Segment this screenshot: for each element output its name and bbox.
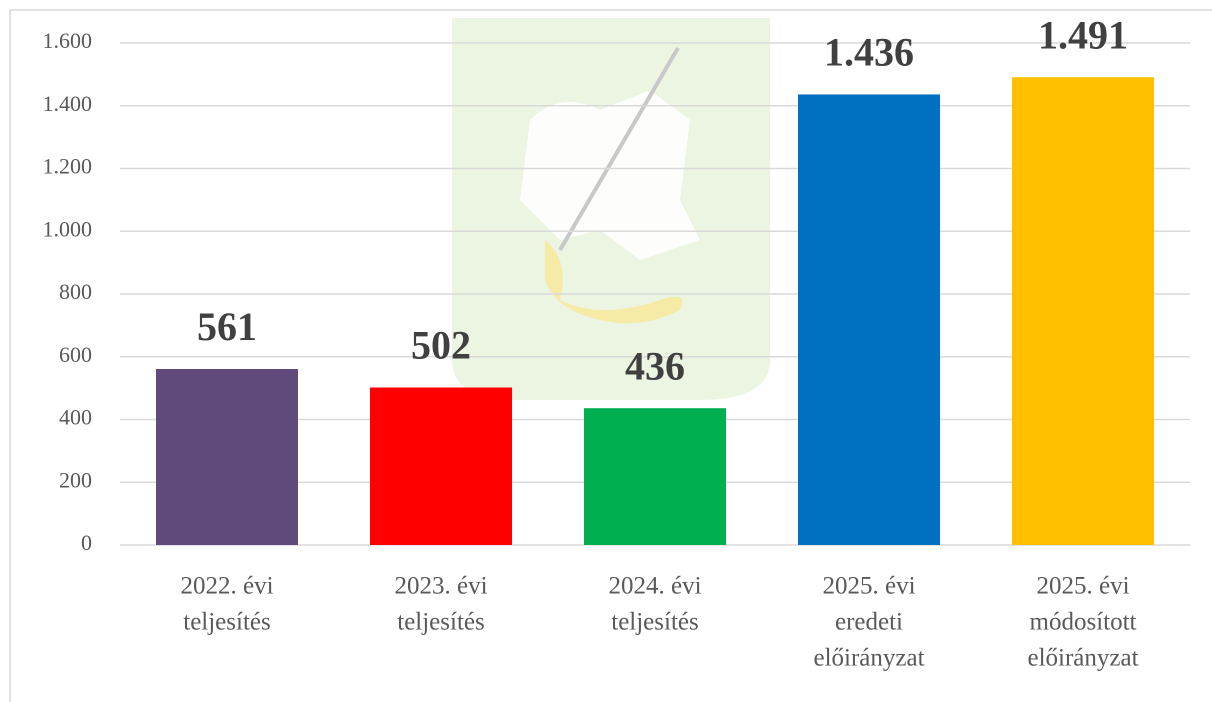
data-label: 1.491 (1038, 12, 1128, 57)
x-tick-label: 2023. évi (394, 573, 487, 600)
bar (798, 94, 940, 545)
x-tick-label: 2024. évi (608, 573, 701, 600)
watermark-figure (520, 90, 700, 260)
bar (584, 408, 726, 545)
bar (1012, 77, 1154, 545)
data-label: 561 (197, 304, 257, 349)
bar (156, 368, 298, 545)
y-tick-label: 1.400 (43, 91, 93, 116)
y-tick-label: 1.600 (43, 28, 93, 53)
x-tick-label: teljesítés (183, 609, 270, 636)
y-tick-label: 0 (81, 530, 92, 555)
data-label: 1.436 (824, 30, 914, 75)
x-tick-label: 2025. évi (822, 573, 915, 600)
chart-frame (9, 9, 1212, 702)
x-tick-label: eredeti (835, 609, 903, 636)
x-tick-label: előirányzat (1027, 645, 1138, 672)
y-tick-label: 600 (59, 342, 92, 367)
x-tick-label: teljesítés (611, 609, 698, 636)
watermark-spear (558, 46, 680, 252)
x-tick-label: előirányzat (813, 645, 924, 672)
y-tick-label: 400 (59, 405, 92, 430)
watermark-dragon (545, 240, 683, 324)
data-label: 502 (411, 323, 471, 368)
data-label: 436 (625, 343, 685, 388)
y-tick-label: 800 (59, 279, 92, 304)
x-tick-label: 2022. évi (180, 573, 273, 600)
bar (370, 387, 512, 545)
y-tick-label: 1.000 (43, 216, 93, 241)
x-tick-label: 2025. évi (1036, 573, 1129, 600)
y-tick-label: 1.200 (43, 154, 93, 179)
x-tick-label: módosított (1030, 609, 1137, 636)
x-tick-label: teljesítés (397, 609, 484, 636)
y-tick-label: 200 (59, 467, 92, 492)
